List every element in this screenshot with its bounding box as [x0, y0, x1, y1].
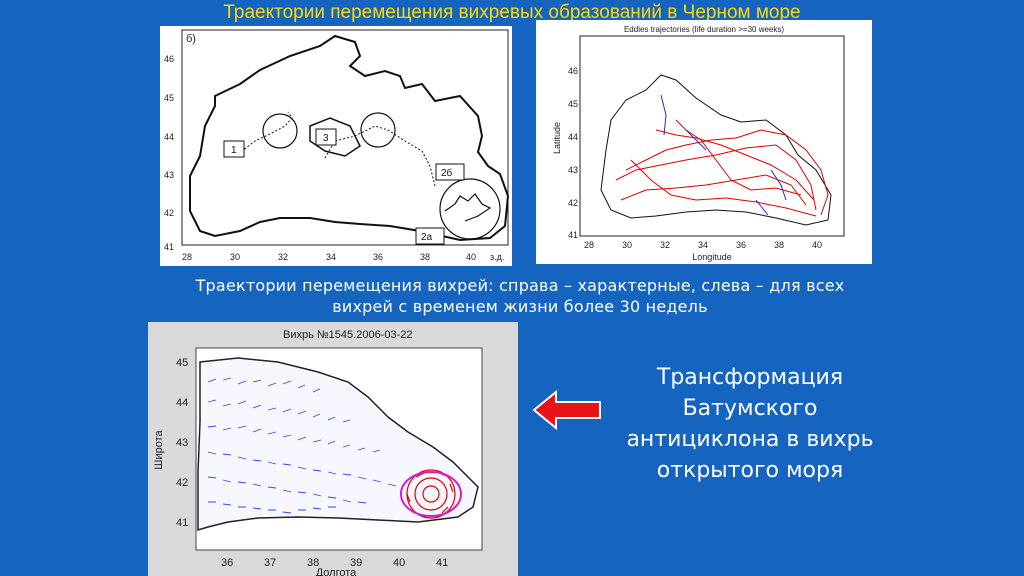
text-line: Трансформация: [656, 365, 844, 390]
annotation-label: 3: [323, 133, 329, 144]
y-tick: 43: [176, 437, 188, 449]
x-tick: 38: [307, 557, 319, 569]
x-axis-label: Долгота: [316, 567, 357, 576]
annotation-label: 2а: [421, 232, 433, 243]
y-tick: 44: [176, 397, 188, 409]
red-trajectories: [615, 119, 829, 217]
coastline: [189, 34, 510, 242]
annotation-boxes: 1 3 2б 2а: [223, 128, 465, 245]
x-tick: 40: [466, 252, 476, 262]
vortex-map-bottom-svg: Вихрь №1545.2006-03-22 45 44 43 42 41 36: [153, 329, 483, 576]
y-axis-ticks: 46 45 44 43 42 41: [164, 54, 174, 252]
x-axis-ticks: 36 37 38 39 40 41: [221, 557, 448, 569]
y-tick: 41: [568, 230, 578, 240]
slide-title: Траектории перемещения вихревых образова…: [223, 2, 801, 23]
text-line: открытого моря: [656, 458, 844, 483]
y-tick: 45: [164, 93, 174, 103]
y-axis-label: Latitude: [552, 122, 562, 154]
coastline: [600, 74, 832, 226]
caption-line: вихрей с временем жизни более 30 недель: [332, 297, 708, 316]
text-line: антициклона в вихрь: [626, 427, 874, 452]
y-tick: 46: [568, 66, 578, 76]
x-tick: 30: [622, 240, 632, 250]
x-axis-ticks: 28 30 32 34 36 38 40 з.д.: [182, 252, 504, 262]
y-tick: 45: [176, 357, 188, 369]
crimea-outline: [309, 117, 361, 157]
x-tick: 32: [278, 252, 288, 262]
blue-current-vectors: [207, 377, 397, 514]
y-axis-ticks: 46 45 44 43 42 41: [568, 66, 578, 240]
vortex-map-bottom: Вихрь №1545.2006-03-22 45 44 43 42 41 36: [148, 322, 518, 576]
x-tick: 36: [736, 240, 746, 250]
slide-caption: Траектории перемещения вихрей: справа – …: [150, 275, 890, 317]
y-tick: 44: [568, 132, 578, 142]
y-axis-ticks: 45 44 43 42 41: [176, 357, 188, 529]
y-tick: 41: [176, 517, 188, 529]
x-tick: 36: [373, 252, 383, 262]
y-tick: 44: [164, 132, 174, 142]
y-tick: 43: [568, 165, 578, 175]
y-tick: 42: [176, 477, 188, 489]
x-tick: 38: [420, 252, 430, 262]
x-tick: 36: [221, 557, 233, 569]
caption-line: Траектории перемещения вихрей: справа – …: [195, 276, 845, 295]
x-tick: 39: [350, 557, 362, 569]
x-tick: 38: [774, 240, 784, 250]
transformation-text: Трансформация Батумского антициклона в в…: [605, 362, 895, 486]
x-axis-ticks: 28 30 32 34 36 38 40: [584, 240, 822, 250]
x-tick: 34: [698, 240, 708, 250]
y-tick: 41: [164, 242, 174, 252]
y-tick: 42: [568, 198, 578, 208]
x-tick: 34: [326, 252, 336, 262]
x-tick: 28: [584, 240, 594, 250]
chart-title: Вихрь №1545.2006-03-22: [283, 329, 412, 341]
blue-trajectories: [660, 94, 787, 216]
y-tick: 43: [164, 170, 174, 180]
trajectory-map-left-svg: 46 45 44 43 42 41 28 30 32 34 36 38 40 з…: [164, 29, 510, 262]
annotation-label: 2б: [441, 167, 453, 179]
eddy-circle-3: [360, 112, 396, 148]
x-tick: 28: [182, 252, 192, 262]
x-tick: 40: [812, 240, 822, 250]
trajectory-3: [324, 125, 436, 187]
panel-label: б): [186, 33, 196, 45]
eddy-circle-2: [439, 178, 501, 240]
text-line: Батумского: [682, 396, 818, 421]
left-arrow-icon: [532, 389, 601, 431]
trajectory-map-right: Eddies trajectories (life duration >=30 …: [536, 20, 872, 264]
x-tick: 40: [393, 557, 405, 569]
x-tick: 37: [264, 557, 276, 569]
y-tick: 42: [164, 208, 174, 218]
x-axis-label: Longitude: [692, 252, 732, 262]
trajectory-map-left: 46 45 44 43 42 41 28 30 32 34 36 38 40 з…: [160, 26, 512, 266]
y-axis-label: Широта: [153, 429, 165, 469]
y-tick: 45: [568, 99, 578, 109]
y-tick: 46: [164, 54, 174, 64]
x-tick: 32: [660, 240, 670, 250]
x-tick: 41: [436, 557, 448, 569]
trajectory-map-right-svg: Eddies trajectories (life duration >=30 …: [552, 25, 845, 262]
x-tick: 30: [230, 252, 240, 262]
trajectory-1: [237, 111, 293, 155]
x-axis-unit: з.д.: [490, 252, 504, 262]
eddy-circle-1: [262, 113, 298, 149]
annotation-label: 1: [231, 145, 237, 156]
eddy-boundary-ellipse: [400, 471, 462, 517]
chart-title: Eddies trajectories (life duration >=30 …: [624, 25, 784, 34]
red-eddy-vectors: [406, 469, 456, 519]
trajectory-2: [444, 193, 492, 222]
